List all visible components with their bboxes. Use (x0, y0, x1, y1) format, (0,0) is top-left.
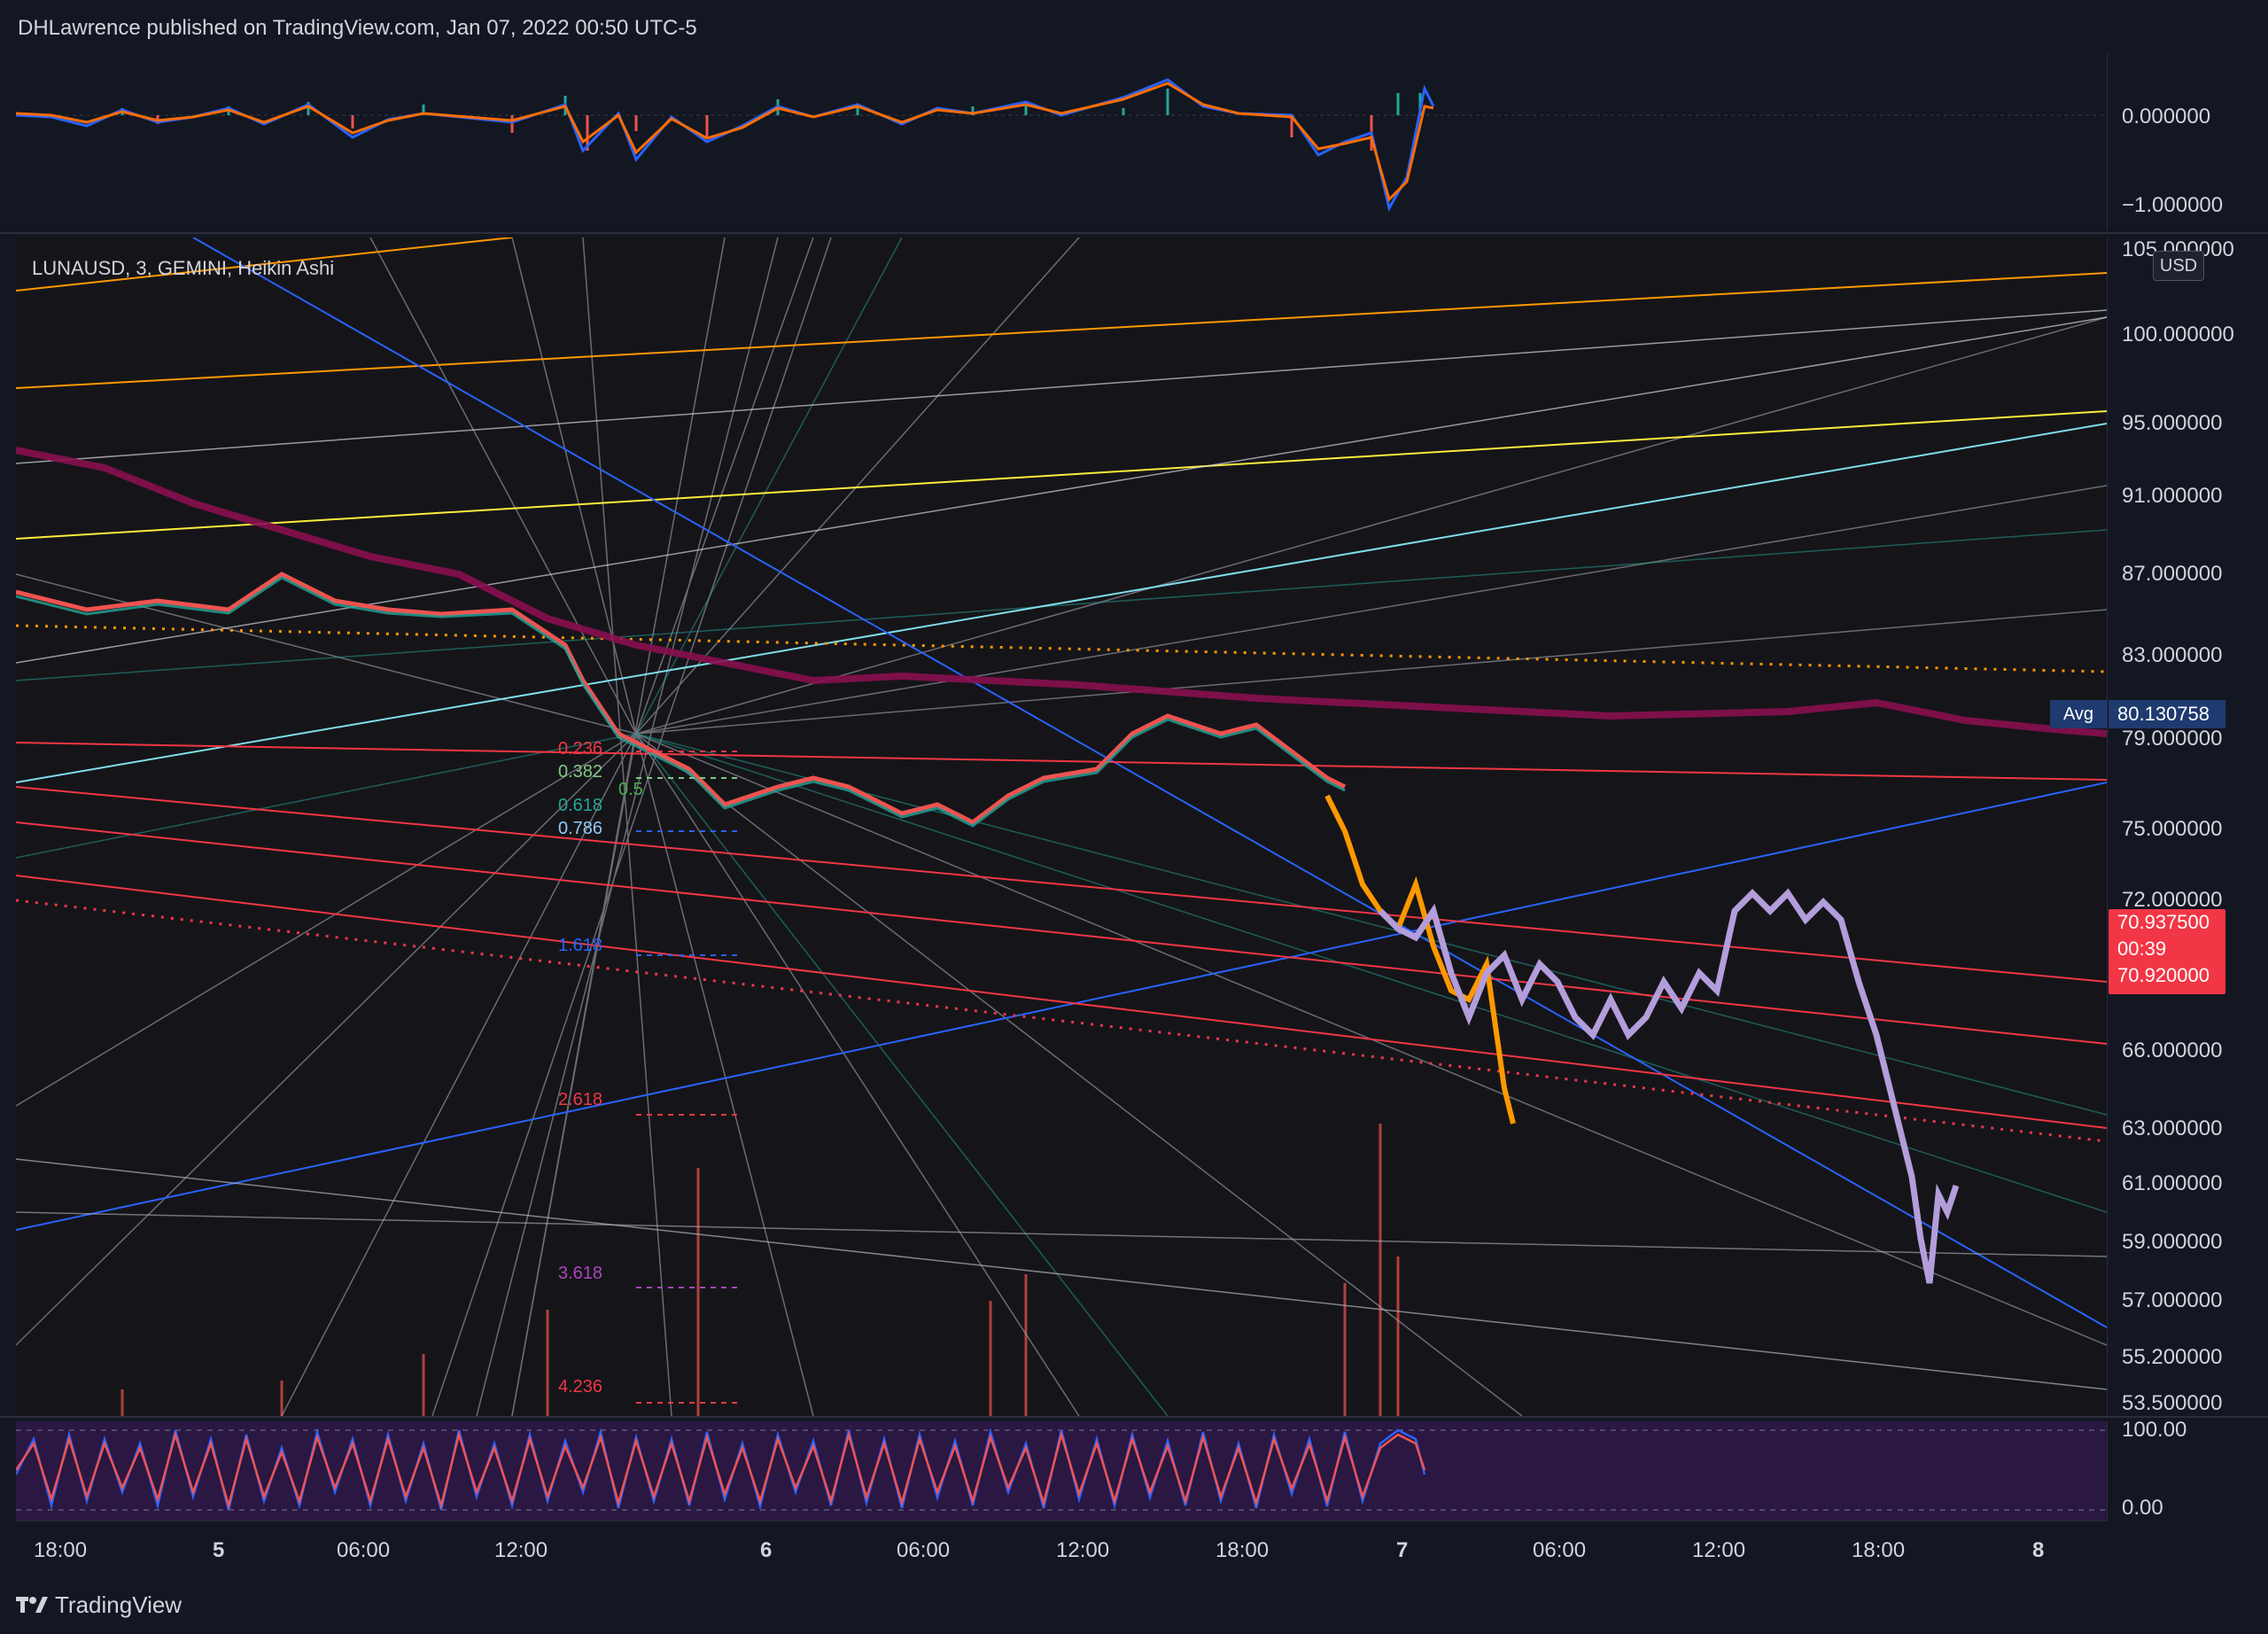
pane-separator[interactable] (0, 232, 2268, 234)
fib-level-label: 0.236 (558, 739, 603, 759)
heikin-ashi-price-track-up (15, 576, 1346, 828)
stochastic-pane[interactable] (14, 1421, 2107, 1521)
pink-trendline (15, 821, 2108, 1045)
orange-projection-track (1324, 794, 1516, 1124)
avg-price-value: 80.130758 (2109, 700, 2225, 728)
stochastic-axis[interactable]: 100.00 0.00 (2107, 1418, 2268, 1521)
pink-trendline (15, 786, 2108, 983)
blue-trendline (192, 237, 2108, 1328)
orange-trendline (15, 237, 513, 292)
price-axis-label: 59.000000 (2122, 1230, 2223, 1254)
main-price-axis[interactable]: 105.000000 100.000000 95.000000 91.00000… (2107, 237, 2268, 1416)
heikin-ashi-price-track (15, 572, 1347, 825)
orange-trendline (15, 272, 2108, 389)
yellow-trendline (15, 410, 2108, 540)
tradingview-logo-icon (16, 1597, 48, 1613)
orange-dotted-level (15, 624, 2108, 673)
grey-trendline (15, 1211, 2108, 1257)
time-axis-label: 06:00 (1533, 1538, 1587, 1562)
blue-trendline (15, 782, 2108, 1231)
fib-level-label: 2.618 (558, 1090, 603, 1109)
pane-separator[interactable] (0, 1416, 2268, 1418)
price-axis-label: 53.500000 (2122, 1391, 2223, 1415)
fib-level-label: 0.5 (618, 780, 643, 799)
signal-line (15, 82, 1434, 202)
bar-countdown: 00:39 (2117, 938, 2167, 960)
fib-level-label: 1.618 (558, 936, 603, 955)
teal-lines (15, 237, 2108, 1417)
price-axis-label: 63.000000 (2122, 1117, 2223, 1140)
time-axis-label: 18:00 (1852, 1538, 1906, 1562)
osc-axis-label: −1.000000 (2122, 193, 2224, 217)
cyan-trendline (15, 423, 2108, 783)
purple-projection-track (1378, 888, 1960, 1284)
time-axis-label: 06:00 (337, 1538, 391, 1562)
main-chart-pane[interactable]: LUNAUSD, 3, GEMINI, Heikin Ashi 0.236 0.… (15, 237, 2108, 1417)
symbol-info[interactable]: LUNAUSD, 3, GEMINI, Heikin Ashi (32, 257, 335, 279)
price-chart-drawing (15, 237, 2108, 1417)
time-axis-label: 12:00 (494, 1538, 548, 1562)
stochastic-plot (14, 1428, 2107, 1511)
price-axis-label: 66.000000 (2122, 1039, 2223, 1062)
time-axis-label: 06:00 (897, 1538, 951, 1562)
price-axis-label: 57.000000 (2122, 1288, 2223, 1312)
last-price-tag: 70.937500 00:39 70.920000 (2109, 909, 2225, 994)
currency-selector[interactable]: USD (2153, 251, 2204, 281)
time-axis-label: 5 (213, 1538, 225, 1562)
macd-line (15, 78, 1435, 213)
price-axis-label: 100.000000 (2122, 323, 2234, 346)
stoch-axis-label: 100.00 (2122, 1418, 2187, 1442)
price-axis-label: 72.000000 (2122, 888, 2223, 912)
price-axis-label: 55.200000 (2122, 1345, 2223, 1369)
price-axis-label: 87.000000 (2122, 562, 2223, 586)
pink-trendline (15, 742, 2108, 781)
time-axis-label: 18:00 (1216, 1538, 1270, 1562)
histogram-bars (120, 89, 1422, 151)
time-axis-label: 12:00 (1056, 1538, 1110, 1562)
time-axis[interactable] (16, 1521, 2107, 1583)
price-axis-label: 83.000000 (2122, 643, 2223, 667)
grey-trendline (15, 1158, 2108, 1390)
footer: TradingView (0, 1583, 2268, 1634)
time-axis-label: 6 (760, 1538, 773, 1562)
fib-level-label: 0.618 (558, 796, 603, 815)
pink-trendline (15, 875, 2108, 1129)
volume-bars (120, 1124, 1400, 1416)
oscillator-plot (15, 78, 2107, 213)
last-price: 70.937500 (2117, 911, 2210, 933)
stoch-d-line (14, 1430, 1426, 1510)
bid-price: 70.920000 (2117, 964, 2210, 986)
stoch-axis-label: 0.00 (2122, 1496, 2163, 1520)
price-axis-label: 61.000000 (2122, 1171, 2223, 1195)
tradingview-brand[interactable]: TradingView (55, 1591, 183, 1618)
publisher-info: DHLawrence published on TradingView.com,… (18, 16, 697, 40)
price-axis-label: 75.000000 (2122, 817, 2223, 841)
price-axis-label: 95.000000 (2122, 411, 2223, 435)
fib-level-label: 0.382 (558, 762, 603, 782)
heikin-ashi-upper-track (15, 447, 2108, 737)
time-axis-label: 8 (2032, 1538, 2045, 1562)
fib-level-label: 4.236 (558, 1377, 603, 1397)
fib-dashes (636, 751, 742, 1404)
price-axis-label: 79.000000 (2122, 727, 2223, 751)
oscillator-price-axis[interactable]: 0.000000 −1.000000 (2107, 53, 2268, 230)
time-axis-label: 12:00 (1692, 1538, 1746, 1562)
oscillator-pane[interactable] (15, 53, 2107, 230)
time-axis-label: 18:00 (34, 1538, 88, 1562)
fan-lines (15, 237, 2108, 1417)
chart-header: DHLawrence published on TradingView.com,… (0, 0, 2268, 53)
price-axis-label: 91.000000 (2122, 484, 2223, 508)
white-trendline (15, 316, 2108, 664)
pink-dotted-trendline (15, 899, 2108, 1143)
osc-axis-label: 0.000000 (2122, 105, 2211, 128)
white-trendline (15, 309, 2108, 464)
avg-price-label: Avg (2050, 700, 2107, 728)
fib-level-label: 0.786 (558, 819, 603, 838)
time-axis-label: 7 (1396, 1538, 1409, 1562)
fib-level-label: 3.618 (558, 1264, 603, 1283)
